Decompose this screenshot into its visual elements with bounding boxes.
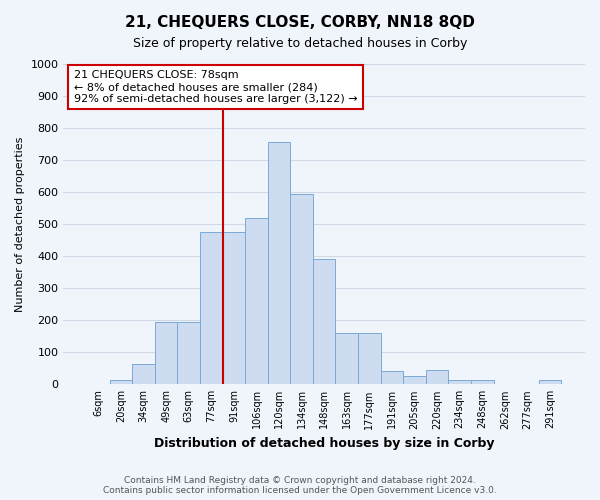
Bar: [358, 333, 380, 384]
Bar: [335, 333, 358, 384]
Bar: [223, 232, 245, 384]
Bar: [539, 380, 561, 384]
Bar: [471, 380, 494, 384]
Text: 21, CHEQUERS CLOSE, CORBY, NN18 8QD: 21, CHEQUERS CLOSE, CORBY, NN18 8QD: [125, 15, 475, 30]
Bar: [403, 376, 426, 384]
Bar: [290, 194, 313, 384]
Bar: [155, 322, 178, 384]
X-axis label: Distribution of detached houses by size in Corby: Distribution of detached houses by size …: [154, 437, 494, 450]
Bar: [426, 370, 448, 384]
Text: 21 CHEQUERS CLOSE: 78sqm
← 8% of detached houses are smaller (284)
92% of semi-d: 21 CHEQUERS CLOSE: 78sqm ← 8% of detache…: [74, 70, 358, 104]
Bar: [200, 232, 223, 384]
Text: Contains HM Land Registry data © Crown copyright and database right 2024.
Contai: Contains HM Land Registry data © Crown c…: [103, 476, 497, 495]
Bar: [448, 380, 471, 384]
Bar: [268, 142, 290, 384]
Bar: [313, 260, 335, 384]
Bar: [245, 218, 268, 384]
Bar: [110, 380, 132, 384]
Bar: [380, 370, 403, 384]
Bar: [178, 322, 200, 384]
Text: Size of property relative to detached houses in Corby: Size of property relative to detached ho…: [133, 38, 467, 51]
Bar: [132, 364, 155, 384]
Y-axis label: Number of detached properties: Number of detached properties: [15, 136, 25, 312]
